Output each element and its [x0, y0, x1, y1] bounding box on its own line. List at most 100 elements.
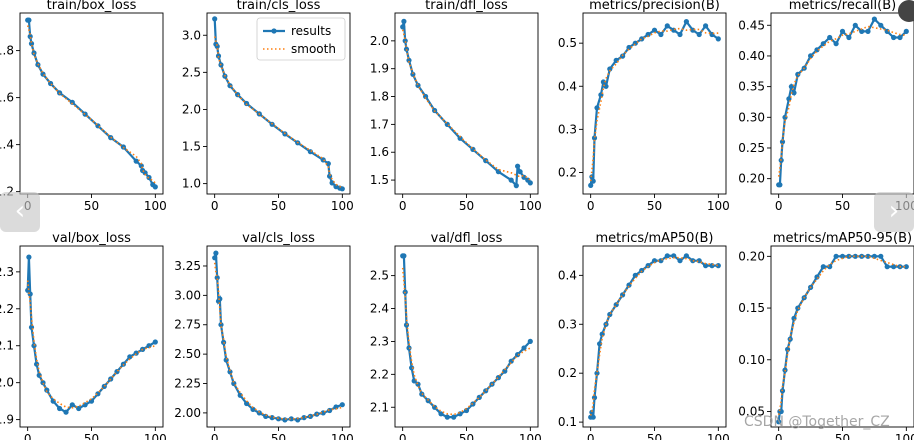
results-point	[127, 354, 133, 360]
smooth-line	[213, 36, 343, 189]
next-image-button[interactable]: ›	[874, 192, 914, 232]
y-tick-label: 2.4	[370, 302, 389, 316]
x-tick-label: 0	[587, 199, 595, 213]
results-point	[696, 31, 702, 38]
results-point	[677, 258, 683, 264]
subplot-train-dfl-loss: train/dfl_loss 0 50 100 1.5 1.6 1.7 1.8 1.9 2.0	[370, 0, 542, 213]
smooth-line	[589, 256, 719, 416]
y-tick-label: 1.8	[0, 44, 14, 58]
results-point	[26, 254, 32, 260]
results-point	[664, 23, 670, 29]
results-point	[703, 263, 709, 269]
results-point	[82, 111, 88, 117]
results-point	[263, 413, 269, 419]
subplot-metrics-map50-b-: metrics/mAP50(B) 0 50 100 0.1 0.2 0.3 0.4	[558, 231, 730, 440]
results-point	[626, 44, 632, 51]
previous-image-button[interactable]: ‹	[0, 192, 40, 232]
x-tick-label: 100	[519, 199, 542, 213]
y-tick-label: 1.9	[370, 62, 389, 76]
results-point	[451, 414, 457, 420]
results-point	[639, 36, 645, 42]
results-point	[671, 253, 677, 259]
smooth-line	[26, 280, 156, 409]
subplot-val-box-loss: val/box_loss 0 50 100 1.9 2.0 2.1 2.2 2.3	[0, 231, 167, 440]
results-point	[212, 255, 218, 261]
results-point	[590, 414, 596, 420]
results-point	[683, 253, 690, 259]
results-point	[903, 264, 909, 270]
results-point	[57, 405, 63, 412]
x-tick-label: 100	[144, 432, 167, 440]
results-point	[651, 27, 658, 33]
y-tick-label: 2.00	[174, 406, 201, 420]
axes-frame	[582, 245, 727, 428]
results-point	[884, 264, 890, 270]
y-tick-label: 0.3	[558, 122, 577, 136]
legend-smooth-label: smooth	[291, 42, 336, 56]
results-point	[76, 405, 82, 412]
results-point	[44, 387, 50, 393]
results-point	[108, 376, 114, 382]
results-point	[515, 163, 521, 169]
subplot-metrics-precision-b-: metrics/precision(B) 0 50 100 0.2 0.3 0.4 0.5	[558, 0, 730, 213]
results-point	[320, 157, 326, 163]
zoom-icon[interactable]	[898, 0, 914, 22]
results-point	[891, 34, 897, 41]
results-point	[597, 341, 603, 347]
results-point	[683, 19, 690, 25]
x-tick-label: 50	[271, 199, 286, 213]
results-point	[658, 31, 664, 38]
y-tick-label: 2.3	[0, 265, 14, 279]
y-tick-label: 2.75	[174, 318, 201, 332]
results-point	[244, 400, 250, 407]
y-tick-label: 2.5	[182, 65, 201, 79]
x-tick-label: 50	[459, 199, 474, 213]
y-tick-label: 2.2	[370, 367, 389, 381]
results-point	[237, 392, 243, 398]
y-tick-label: 1.5	[182, 140, 201, 154]
subplot-title: train/dfl_loss	[425, 0, 508, 13]
results-point	[833, 41, 839, 47]
x-tick-label: 0	[399, 432, 407, 440]
results-point	[28, 41, 35, 47]
results-point	[227, 369, 233, 375]
results-point	[808, 53, 814, 59]
results-point	[502, 368, 508, 374]
results-point	[288, 416, 294, 422]
smooth-line	[401, 267, 531, 416]
results-point	[632, 272, 638, 278]
results-point	[527, 180, 533, 186]
results-point	[415, 381, 421, 387]
results-point	[827, 264, 833, 270]
y-tick-label: 2.5	[370, 269, 389, 283]
y-tick-label: 3.25	[174, 259, 201, 273]
results-point	[776, 419, 782, 425]
results-point	[671, 27, 677, 33]
subplot-title: metrics/precision(B)	[589, 0, 720, 13]
y-tick-label: 0.3	[558, 317, 577, 331]
results-line	[777, 255, 907, 422]
results-point	[63, 409, 69, 415]
y-tick-label: 2.1	[0, 339, 14, 353]
y-tick-label: 2.3	[370, 334, 389, 348]
results-point	[423, 93, 429, 100]
y-tick-label: 2.1	[370, 400, 389, 414]
x-tick-label: 0	[211, 199, 219, 213]
results-point	[594, 370, 600, 376]
subplot-train-cls-loss: train/cls_loss 0 50 100 1.0 1.5 2.0 2.5 3.0 resul…	[182, 0, 354, 213]
x-tick-label: 100	[707, 199, 730, 213]
results-point	[101, 383, 107, 389]
x-tick-label: 0	[211, 432, 219, 440]
smooth-line	[777, 25, 907, 177]
results-line	[589, 254, 719, 418]
x-tick-label: 0	[775, 432, 783, 440]
results-point	[891, 264, 897, 270]
x-tick-label: 50	[647, 199, 662, 213]
results-point	[256, 410, 262, 416]
y-tick-label: 0.5	[558, 36, 577, 50]
results-point	[213, 250, 219, 256]
results-point	[26, 17, 32, 23]
watermark: CSDN @Together_CZ	[744, 414, 890, 430]
x-tick-label: 50	[84, 199, 99, 213]
results-point	[859, 28, 865, 34]
